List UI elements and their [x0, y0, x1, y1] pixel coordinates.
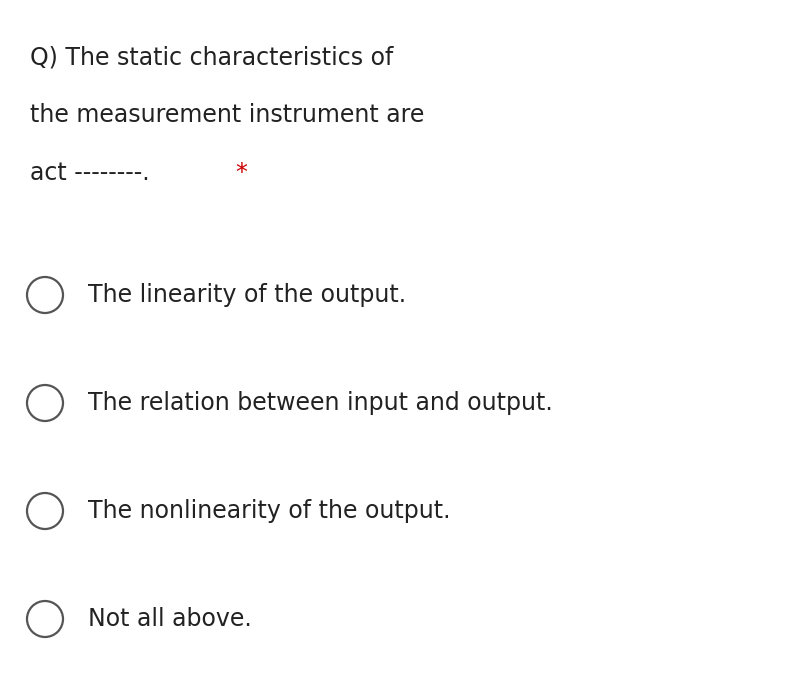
- Text: Not all above.: Not all above.: [88, 607, 252, 631]
- Text: The relation between input and output.: The relation between input and output.: [88, 391, 553, 415]
- Text: the measurement instrument are: the measurement instrument are: [30, 103, 424, 127]
- Text: Q) The static characteristics of: Q) The static characteristics of: [30, 45, 394, 69]
- Text: act --------.: act --------.: [30, 161, 157, 185]
- Text: The linearity of the output.: The linearity of the output.: [88, 283, 406, 307]
- Text: *: *: [235, 161, 247, 185]
- Text: The nonlinearity of the output.: The nonlinearity of the output.: [88, 499, 450, 523]
